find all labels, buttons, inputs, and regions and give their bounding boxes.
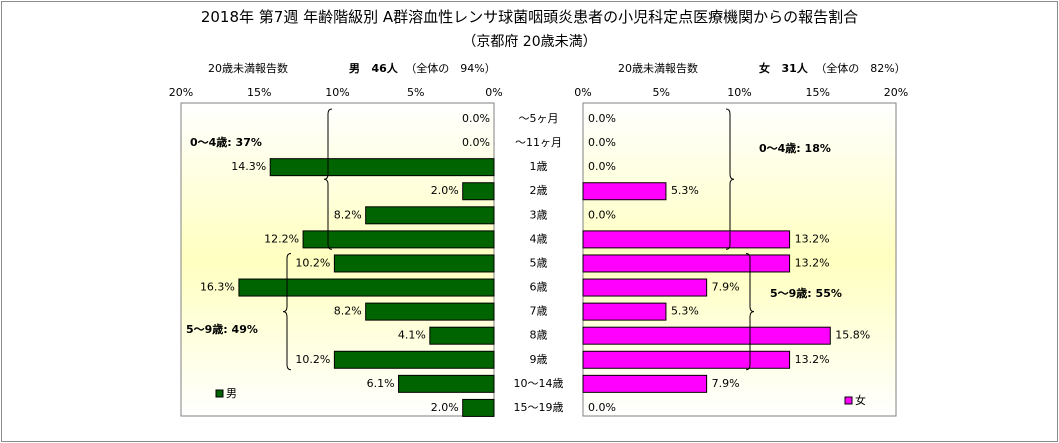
male-0-4-brace <box>323 108 333 250</box>
male-header-label: 20歳未満報告数 <box>208 62 288 75</box>
female-0-4-annotation: 0～4歳: 18% <box>759 141 831 155</box>
chart-title: 2018年 第7週 年齢階級別 A群溶血性レンサ球菌咽頭炎患者の小児科定点医療機… <box>200 8 859 26</box>
chart-subtitle: （京都府 20歳未満） <box>462 34 597 50</box>
male-legend-label: 男 <box>226 387 237 400</box>
male-value-label: 16.3% <box>200 281 235 294</box>
male-bar <box>462 398 495 417</box>
male-value-label: 12.2% <box>264 232 299 245</box>
female-value-label: 0.0% <box>588 208 616 221</box>
male-value-label: 8.2% <box>334 208 362 221</box>
female-legend-label: 女 <box>855 393 866 407</box>
female-bar <box>582 302 667 321</box>
male-x-tick-label: 5% <box>407 86 424 99</box>
female-x-tick-label: 10% <box>727 86 751 99</box>
age-category-label: 6歳 <box>530 281 548 294</box>
age-category-label: 15～19歳 <box>514 401 564 414</box>
female-x-tick-label: 20% <box>884 86 908 99</box>
male-value-label: 10.2% <box>295 353 330 366</box>
age-category-label: 4歳 <box>530 232 548 245</box>
male-bar <box>462 182 495 201</box>
male-value-label: 10.2% <box>295 256 330 269</box>
age-category-label: ～11ヶ月 <box>515 136 562 149</box>
age-category-label: 5歳 <box>530 256 548 269</box>
female-bar <box>582 278 708 297</box>
female-header: 20歳未満報告数 女 31人 （全体の 82%） <box>618 60 906 76</box>
female-x-tick-label: 5% <box>653 86 670 99</box>
female-header-sex: 女 <box>759 62 770 75</box>
age-category-label: 3歳 <box>530 208 548 221</box>
female-bar <box>582 326 831 345</box>
male-bar <box>333 350 495 369</box>
female-value-label: 7.9% <box>712 377 740 390</box>
male-header: 20歳未満報告数 男 46人 （全体の 94%） <box>208 60 496 76</box>
female-bar <box>582 182 667 201</box>
female-value-label: 15.8% <box>835 329 870 342</box>
female-x-tick-label: 0% <box>574 86 591 99</box>
female-header-ratio: （全体の 82%） <box>815 62 906 75</box>
male-value-label: 2.0% <box>431 184 459 197</box>
female-value-label: 13.2% <box>795 353 830 366</box>
age-category-label: 9歳 <box>530 353 548 366</box>
female-value-label: 13.2% <box>795 256 830 269</box>
male-bar <box>398 374 495 393</box>
female-value-label: 5.3% <box>671 184 699 197</box>
male-bar <box>302 230 495 249</box>
female-value-label: 13.2% <box>795 232 830 245</box>
male-header-count: 46人 <box>371 62 398 75</box>
male-x-tick-label: 10% <box>325 86 349 99</box>
male-0-4-annotation: 0～4歳: 37% <box>190 135 262 149</box>
male-bar <box>333 254 495 273</box>
female-value-label: 0.0% <box>588 401 616 414</box>
male-bar <box>269 158 495 177</box>
male-x-tick-label: 20% <box>169 86 193 99</box>
age-category-label: 7歳 <box>530 305 548 318</box>
female-5-9-brace <box>745 252 755 371</box>
female-legend-swatch <box>844 396 853 405</box>
female-value-label: 5.3% <box>671 305 699 318</box>
male-header-ratio: （全体の 94%） <box>405 62 496 75</box>
male-legend-swatch <box>215 389 224 398</box>
male-x-tick-label: 15% <box>247 86 271 99</box>
male-value-label: 2.0% <box>431 401 459 414</box>
male-x-tick-label: 0% <box>485 86 502 99</box>
female-value-label: 7.9% <box>712 281 740 294</box>
age-category-label: ～5ヶ月 <box>519 112 559 125</box>
female-bar <box>582 350 791 369</box>
male-header-sex: 男 <box>349 62 360 75</box>
male-bar <box>365 206 495 225</box>
male-value-label: 4.1% <box>398 329 426 342</box>
age-category-label: 10～14歳 <box>514 377 564 390</box>
female-value-label: 0.0% <box>588 136 616 149</box>
female-0-4-brace <box>725 108 735 250</box>
female-value-label: 0.0% <box>588 160 616 173</box>
age-category-label: 8歳 <box>530 329 548 342</box>
male-value-label: 0.0% <box>462 112 490 125</box>
male-5-9-annotation: 5～9歳: 49% <box>186 322 258 336</box>
female-value-label: 0.0% <box>588 112 616 125</box>
female-bar <box>582 374 708 393</box>
female-5-9-annotation: 5～9歳: 55% <box>770 286 842 300</box>
age-category-label: 1歳 <box>530 160 548 173</box>
male-value-label: 6.1% <box>367 377 395 390</box>
male-bar <box>429 326 495 345</box>
male-value-label: 14.3% <box>231 160 266 173</box>
female-bar <box>582 230 791 249</box>
male-5-9-brace <box>282 252 292 371</box>
female-x-tick-label: 15% <box>806 86 830 99</box>
female-header-count: 31人 <box>781 62 808 75</box>
male-value-label: 0.0% <box>462 136 490 149</box>
male-bar <box>365 302 495 321</box>
female-bar <box>582 254 791 273</box>
female-header-label: 20歳未満報告数 <box>618 62 698 75</box>
age-category-label: 2歳 <box>530 184 548 197</box>
male-value-label: 8.2% <box>334 305 362 318</box>
male-bar <box>238 278 495 297</box>
